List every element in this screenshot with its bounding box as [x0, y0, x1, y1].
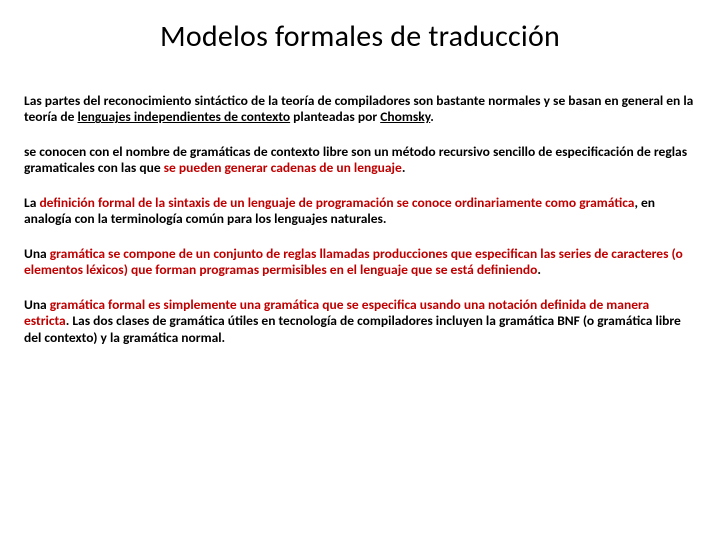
p5-text-1: Una: [24, 296, 50, 313]
p5-text-2: . Las dos clases de gramática útiles en …: [24, 312, 681, 345]
p2-text-2: .: [402, 159, 406, 176]
p1-underline-1: lenguajes independientes de contexto: [78, 108, 291, 125]
p4-text-2: .: [537, 261, 541, 278]
p1-underline-2: Chomsky: [380, 108, 430, 125]
p4-text-1: Una: [24, 245, 50, 262]
paragraph-1: Las partes del reconocimiento sintáctico…: [24, 93, 696, 126]
p3-accent-1: definición formal de la sintaxis de un l…: [39, 194, 634, 211]
slide: Modelos formales de traducción Las parte…: [0, 0, 720, 540]
p2-accent-1: se pueden generar cadenas de un lenguaje: [164, 159, 402, 176]
paragraph-4: Una gramática se compone de un conjunto …: [24, 246, 696, 279]
p1-text-2: planteadas por: [290, 108, 380, 125]
p1-text-3: .: [430, 108, 434, 125]
p4-accent-1: gramática se compone de un conjunto de r…: [24, 245, 683, 278]
p3-text-1: La: [24, 194, 39, 211]
paragraph-5: Una gramática formal es simplemente una …: [24, 297, 696, 346]
page-title: Modelos formales de traducción: [24, 18, 696, 55]
paragraph-2: se conocen con el nombre de gramáticas d…: [24, 144, 696, 177]
paragraph-3: La definición formal de la sintaxis de u…: [24, 195, 696, 228]
